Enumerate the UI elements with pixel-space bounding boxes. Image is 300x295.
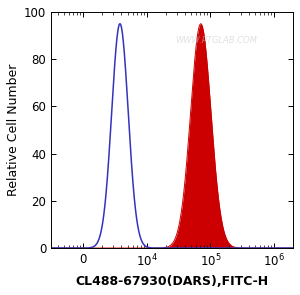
Text: WWW.PTGLAB.COM: WWW.PTGLAB.COM <box>175 36 256 45</box>
X-axis label: CL488-67930(DARS),FITC-H: CL488-67930(DARS),FITC-H <box>76 275 269 288</box>
Y-axis label: Relative Cell Number: Relative Cell Number <box>7 64 20 196</box>
